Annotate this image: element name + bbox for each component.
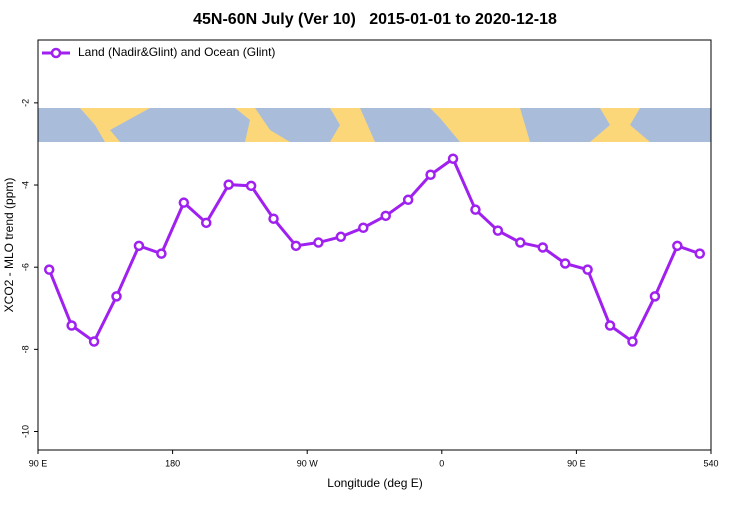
map-band — [38, 108, 711, 142]
legend-marker — [50, 47, 62, 59]
data-point — [43, 264, 55, 275]
data-point — [201, 217, 212, 229]
data-point — [492, 225, 504, 236]
y-tick-label: -10 — [20, 425, 30, 438]
y-tick-label: -2 — [20, 99, 30, 107]
data-point — [582, 264, 593, 275]
chart-title: 45N-60N July (Ver 10) 2015-01-01 to 2020… — [193, 11, 557, 28]
y-tick-label: -4 — [20, 181, 30, 189]
data-point — [425, 169, 436, 180]
data-point — [604, 320, 616, 331]
data-point — [649, 291, 661, 302]
data-point — [537, 242, 548, 253]
data-point — [245, 180, 257, 192]
data-point — [515, 237, 526, 248]
x-tick-label: 90 E — [567, 458, 586, 468]
data-point — [358, 222, 369, 233]
x-tick-label: 180 — [165, 458, 180, 468]
y-axis-label: XCO2 - MLO trend (ppm) — [2, 178, 16, 313]
x-axis-label: Longitude (deg E) — [327, 476, 422, 490]
data-point — [335, 231, 347, 243]
x-tick-label: 0 — [439, 458, 444, 468]
y-tick-label: -8 — [20, 345, 30, 353]
data-point — [178, 197, 190, 208]
data-point — [470, 204, 481, 215]
data-point — [88, 336, 100, 347]
y-tick-label: -6 — [20, 263, 30, 271]
data-point — [694, 248, 706, 259]
data-point — [290, 240, 302, 252]
data-point — [559, 258, 571, 269]
x-tick-label: 90 W — [297, 458, 319, 468]
data-point — [111, 291, 122, 302]
data-point — [627, 336, 638, 347]
series-line — [47, 156, 701, 344]
data-point — [380, 210, 391, 222]
x-tick-label: 540 — [703, 458, 718, 468]
data-point — [66, 320, 77, 331]
data-point — [133, 240, 145, 252]
data-point — [447, 153, 459, 164]
data-point — [156, 248, 167, 259]
data-point — [268, 213, 279, 224]
x-tick-label: 90 E — [29, 458, 48, 468]
legend-label: Land (Nadir&Glint) and Ocean (Glint) — [78, 45, 275, 59]
data-point — [223, 179, 234, 190]
data-point — [313, 237, 324, 248]
data-point — [672, 240, 683, 252]
data-point — [402, 194, 414, 206]
plot-frame — [37, 39, 712, 451]
